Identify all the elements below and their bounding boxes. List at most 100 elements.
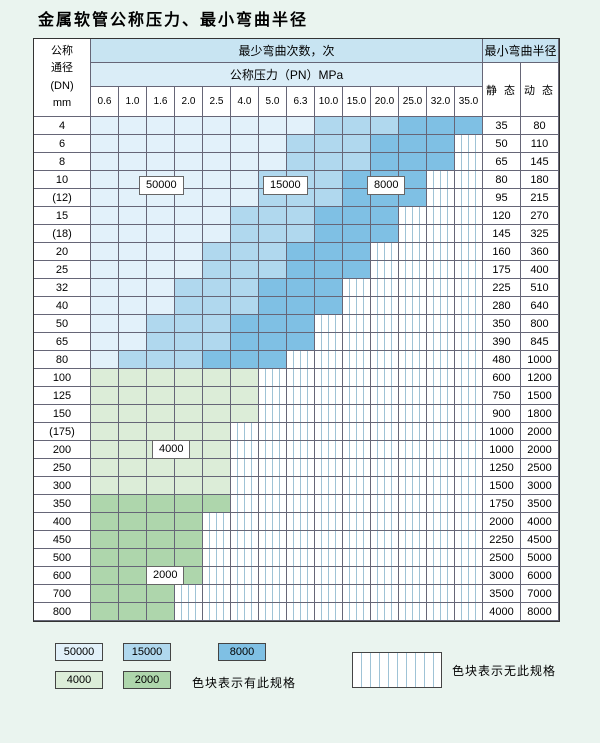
no-spec-cell xyxy=(231,585,259,603)
grade-cell-8000 xyxy=(343,189,371,207)
grade-cell-4000 xyxy=(175,423,203,441)
grade-cell-50000 xyxy=(119,207,147,225)
no-spec-cell xyxy=(315,423,343,441)
static-radius-cell: 2000 xyxy=(483,513,521,531)
no-spec-cell xyxy=(259,441,287,459)
grade-cell-2000 xyxy=(91,513,119,531)
dn-cell: 8 xyxy=(34,153,91,171)
no-spec-cell xyxy=(427,225,455,243)
static-radius-cell: 2250 xyxy=(483,531,521,549)
spec-table: 公称 通径 (DN) mm 最少弯曲次数，次 最小弯曲半径 公称压力（PN）MPa 静 … xyxy=(33,38,560,622)
grade-cell-4000 xyxy=(147,387,175,405)
grade-cell-4000 xyxy=(147,459,175,477)
pressure-column-header: 2.5 xyxy=(203,87,231,117)
dn-cell: 65 xyxy=(34,333,91,351)
no-spec-cell xyxy=(343,495,371,513)
legend-swatch-15000: 15000 xyxy=(123,643,171,661)
grade-cell-8000 xyxy=(259,315,287,333)
grade-cell-15000 xyxy=(259,171,287,189)
grade-cell-8000 xyxy=(287,297,315,315)
dn-cell: 450 xyxy=(34,531,91,549)
grade-cell-15000 xyxy=(147,351,175,369)
grade-cell-8000 xyxy=(399,171,427,189)
static-radius-cell: 95 xyxy=(483,189,521,207)
grade-cell-15000 xyxy=(287,171,315,189)
no-spec-cell xyxy=(371,243,399,261)
no-spec-cell xyxy=(427,531,455,549)
no-spec-cell xyxy=(427,351,455,369)
grade-cell-8000 xyxy=(203,351,231,369)
grade-cell-15000 xyxy=(175,351,203,369)
legend-absent-note: 色块表示无此规格 xyxy=(452,664,557,678)
no-spec-cell xyxy=(315,351,343,369)
grade-cell-8000 xyxy=(315,207,343,225)
no-spec-cell xyxy=(455,585,483,603)
no-spec-cell xyxy=(315,531,343,549)
no-spec-cell xyxy=(455,441,483,459)
grade-cell-15000 xyxy=(231,297,259,315)
dynamic-radius-cell: 325 xyxy=(521,225,559,243)
pressure-column-header: 0.6 xyxy=(91,87,119,117)
grade-cell-2000 xyxy=(147,585,175,603)
pressure-column-header: 1.6 xyxy=(147,87,175,117)
no-spec-cell xyxy=(343,603,371,621)
grade-cell-50000 xyxy=(259,117,287,135)
no-spec-cell xyxy=(371,603,399,621)
no-spec-cell xyxy=(259,513,287,531)
no-spec-cell xyxy=(455,423,483,441)
no-spec-cell xyxy=(343,477,371,495)
grade-cell-2000 xyxy=(203,495,231,513)
no-spec-cell xyxy=(427,333,455,351)
no-spec-cell xyxy=(427,405,455,423)
no-spec-cell xyxy=(231,477,259,495)
dynamic-radius-cell: 800 xyxy=(521,315,559,333)
static-radius-cell: 4000 xyxy=(483,603,521,621)
grade-cell-4000 xyxy=(203,459,231,477)
static-radius-cell: 1000 xyxy=(483,441,521,459)
no-spec-cell xyxy=(455,387,483,405)
static-radius-cell: 225 xyxy=(483,279,521,297)
grade-cell-2000 xyxy=(91,567,119,585)
no-spec-cell xyxy=(455,153,483,171)
no-spec-cell xyxy=(455,135,483,153)
grade-cell-50000 xyxy=(119,135,147,153)
dynamic-radius-cell: 7000 xyxy=(521,585,559,603)
dn-cell: 200 xyxy=(34,441,91,459)
radius-header: 最小弯曲半径 xyxy=(483,39,559,63)
legend-swatch-50000: 50000 xyxy=(55,643,103,661)
grade-cell-50000 xyxy=(91,135,119,153)
grade-cell-50000 xyxy=(119,333,147,351)
no-spec-cell xyxy=(399,423,427,441)
dn-cell: 15 xyxy=(34,207,91,225)
no-spec-cell xyxy=(259,585,287,603)
grade-cell-50000 xyxy=(231,117,259,135)
no-spec-cell xyxy=(371,333,399,351)
grade-cell-2000 xyxy=(119,531,147,549)
no-spec-cell xyxy=(399,243,427,261)
static-radius-cell: 600 xyxy=(483,369,521,387)
grade-cell-15000 xyxy=(231,207,259,225)
no-spec-cell xyxy=(343,333,371,351)
grade-cell-8000 xyxy=(399,189,427,207)
dynamic-radius-cell: 2000 xyxy=(521,441,559,459)
no-spec-cell xyxy=(399,585,427,603)
no-spec-cell xyxy=(231,495,259,513)
grade-cell-50000 xyxy=(119,171,147,189)
legend-swatch-8000: 8000 xyxy=(218,643,266,661)
no-spec-cell xyxy=(343,441,371,459)
no-spec-cell xyxy=(203,567,231,585)
pressure-column-header: 6.3 xyxy=(287,87,315,117)
no-spec-cell xyxy=(315,603,343,621)
no-spec-cell xyxy=(287,531,315,549)
dynamic-radius-cell: 360 xyxy=(521,243,559,261)
no-spec-cell xyxy=(455,603,483,621)
grade-cell-4000 xyxy=(203,405,231,423)
dynamic-radius-cell: 110 xyxy=(521,135,559,153)
no-spec-cell xyxy=(399,387,427,405)
no-spec-cell xyxy=(427,513,455,531)
grade-cell-8000 xyxy=(315,261,343,279)
grade-cell-4000 xyxy=(147,423,175,441)
static-radius-cell: 1500 xyxy=(483,477,521,495)
no-spec-cell xyxy=(399,495,427,513)
